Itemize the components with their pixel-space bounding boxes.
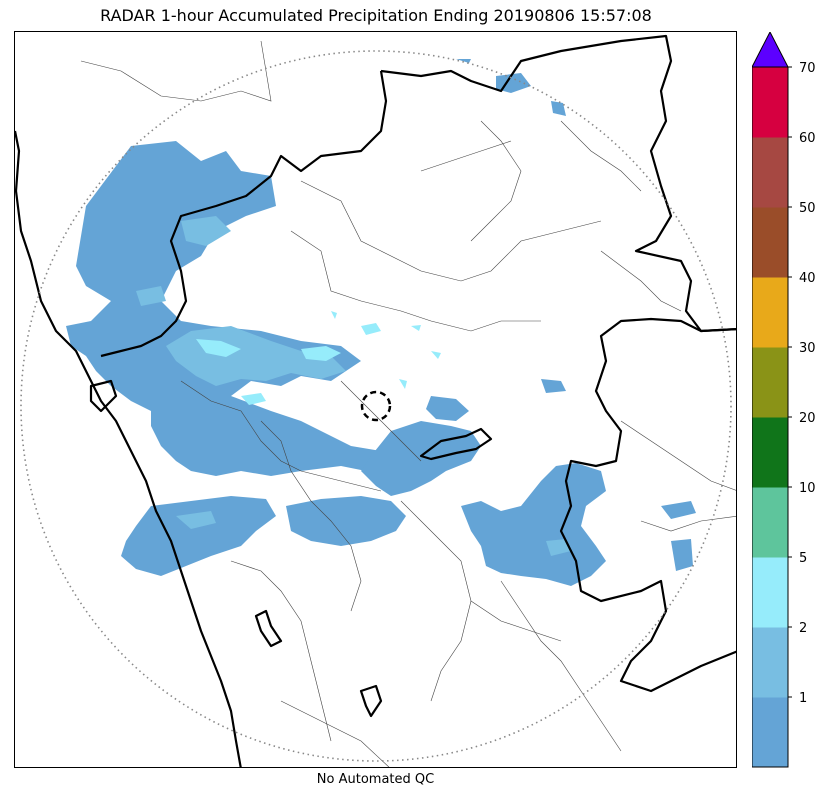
precip-area-northwest [66, 141, 396, 476]
colorbar-bin [752, 277, 788, 348]
colorbar-bin [752, 67, 788, 138]
precip-area-south-central [286, 496, 406, 546]
colorbar-tick-label: 60 [799, 131, 816, 146]
colorbar-ticks: 1 2 5 10 20 30 40 50 60 70 [788, 61, 816, 706]
map-title: RADAR 1-hour Accumulated Precipitation E… [100, 6, 652, 25]
precip-area-southeast [461, 463, 606, 586]
precipitation-layer [66, 59, 696, 586]
radar-map [14, 31, 737, 768]
precip-cell-north [456, 59, 566, 116]
colorbar-bin [752, 487, 788, 558]
state-border-central-river [419, 427, 493, 461]
state-border-northeast [380, 34, 736, 333]
map-canvas [15, 34, 736, 767]
colorbar-tick-label: 70 [799, 61, 816, 76]
precip-area-central-north [426, 379, 566, 421]
state-border-east [559, 317, 736, 693]
range-ring [20, 50, 732, 762]
district-borders [80, 40, 736, 767]
colorbar-tick-label: 1 [799, 691, 807, 706]
coastline [15, 130, 242, 767]
colorbar-bin [752, 697, 788, 768]
precip-area-northwest-cyan [196, 339, 341, 405]
state-borders [15, 34, 736, 767]
radar-site-marker [360, 390, 392, 422]
colorbar-bin [752, 417, 788, 488]
colorbar-tick-label: 10 [799, 481, 816, 496]
colorbar-tick-label: 40 [799, 271, 816, 286]
state-border-north [100, 70, 388, 358]
colorbar-frame [752, 66, 789, 768]
colorbar-tick-label: 30 [799, 341, 816, 356]
precip-cell-east [661, 501, 696, 571]
precip-cell-northeast-scatter [331, 311, 441, 389]
colorbar: 1 2 5 10 20 30 40 50 60 70 [752, 32, 816, 768]
colorbar-extend-triangle [752, 32, 789, 68]
state-border-south-loop [359, 684, 383, 718]
colorbar-bin [752, 207, 788, 278]
colorbar-tick-label: 50 [799, 201, 816, 216]
colorbar-bin [752, 137, 788, 208]
colorbar-bin [752, 347, 788, 418]
colorbar-tick-label: 5 [799, 551, 807, 566]
precip-area-central [361, 421, 481, 496]
state-border-west-loop [89, 379, 118, 413]
precip-area-southwest [121, 496, 276, 576]
colorbar-tick-label: 2 [799, 621, 807, 636]
precip-area-northwest-light-2 [136, 216, 231, 306]
qc-note: No Automated QC [316, 772, 435, 787]
state-border-southwest-loop [254, 609, 283, 648]
colorbar-bins [752, 67, 788, 768]
colorbar-tick-label: 20 [799, 411, 816, 426]
colorbar-bin [752, 557, 788, 628]
colorbar-bin [752, 627, 788, 698]
